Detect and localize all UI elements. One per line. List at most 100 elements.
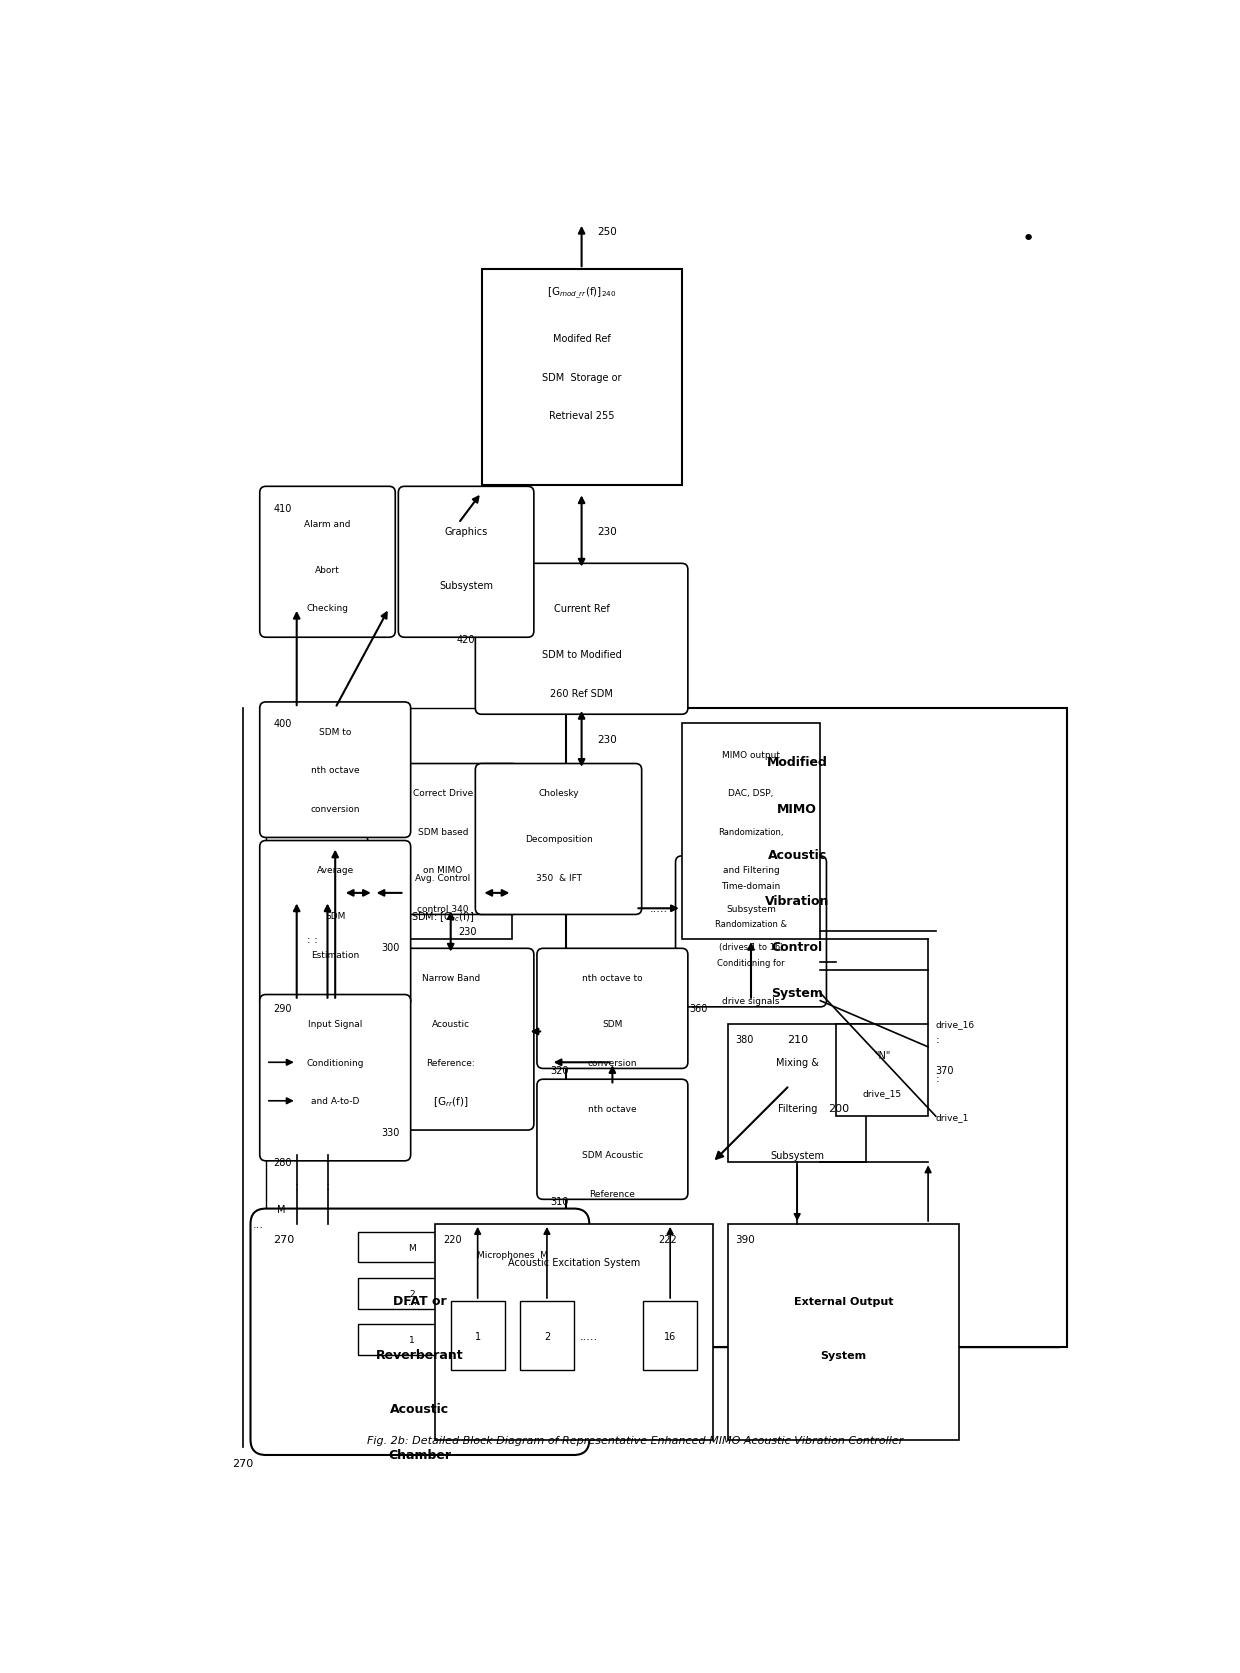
Bar — [435, 1225, 713, 1440]
Text: Microphones  M: Microphones M — [477, 1250, 548, 1260]
Text: Decomposition: Decomposition — [525, 835, 593, 843]
Text: nth octave: nth octave — [311, 766, 360, 775]
Text: Acoustic: Acoustic — [432, 1019, 470, 1029]
Text: M: M — [408, 1243, 417, 1251]
Text: M: M — [277, 1205, 285, 1215]
Bar — [373, 847, 512, 940]
Bar — [644, 1302, 697, 1370]
Text: and A-to-D: and A-to-D — [311, 1096, 360, 1106]
Text: 410: 410 — [274, 504, 291, 514]
Text: Mixing &: Mixing & — [776, 1057, 818, 1067]
Text: :: : — [936, 1072, 940, 1082]
Bar — [450, 1302, 505, 1370]
FancyBboxPatch shape — [475, 564, 688, 714]
Text: Control: Control — [771, 940, 823, 954]
FancyBboxPatch shape — [398, 487, 534, 637]
Text: •: • — [1022, 229, 1035, 249]
Text: MIMO: MIMO — [777, 801, 817, 815]
Bar — [481, 269, 682, 485]
Text: DFAT or: DFAT or — [393, 1295, 446, 1308]
Text: Conditioning for: Conditioning for — [717, 959, 785, 967]
Text: Acoustic Excitation System: Acoustic Excitation System — [507, 1258, 640, 1268]
FancyBboxPatch shape — [367, 949, 534, 1131]
Text: (drives 1 to 16): (drives 1 to 16) — [719, 942, 784, 952]
FancyBboxPatch shape — [475, 765, 641, 915]
Text: "N": "N" — [874, 1051, 890, 1061]
Text: 320: 320 — [551, 1066, 569, 1076]
Text: Time-domain: Time-domain — [722, 882, 781, 890]
Text: Reference: Reference — [589, 1190, 635, 1198]
Text: 380: 380 — [735, 1034, 754, 1044]
Text: 1: 1 — [475, 1330, 481, 1340]
Text: 230: 230 — [596, 527, 616, 537]
Text: SDM: SDM — [603, 1019, 622, 1029]
Text: 390: 390 — [735, 1235, 755, 1245]
Text: System: System — [821, 1350, 867, 1360]
Text: Narrow Band: Narrow Band — [422, 974, 480, 982]
Text: 230: 230 — [596, 734, 616, 744]
Text: MIMO output: MIMO output — [722, 750, 780, 760]
Text: SDM  Storage or: SDM Storage or — [542, 373, 621, 383]
Text: Correct Drive: Correct Drive — [413, 788, 474, 798]
Text: 2: 2 — [544, 1330, 551, 1340]
FancyBboxPatch shape — [537, 949, 688, 1069]
Text: .....: ..... — [650, 903, 667, 913]
Text: : :: : : — [306, 935, 317, 945]
Text: drive_16: drive_16 — [936, 1019, 975, 1029]
Bar — [520, 1302, 574, 1370]
Text: 400: 400 — [274, 719, 291, 729]
Text: SDM based: SDM based — [418, 826, 469, 836]
Text: [G$_{rr}$(f)]: [G$_{rr}$(f)] — [433, 1094, 469, 1108]
Text: SDM: [G$_{cc}$(f)]: SDM: [G$_{cc}$(f)] — [412, 910, 475, 923]
Text: Current Ref: Current Ref — [554, 604, 610, 614]
Text: Average: Average — [316, 865, 353, 875]
Text: Subsystem: Subsystem — [439, 581, 494, 591]
Text: 220: 220 — [443, 1235, 461, 1245]
Text: Randomization,: Randomization, — [718, 826, 784, 836]
Text: 260 Ref SDM: 260 Ref SDM — [551, 688, 613, 698]
FancyBboxPatch shape — [676, 857, 826, 1007]
Text: ...: ... — [253, 1220, 264, 1230]
FancyBboxPatch shape — [259, 995, 410, 1161]
Text: 230: 230 — [459, 927, 477, 937]
Text: :: : — [325, 1179, 330, 1193]
Text: System: System — [771, 987, 823, 1000]
Bar — [567, 709, 1066, 1347]
Text: Vibration: Vibration — [765, 895, 830, 907]
Text: drive_1: drive_1 — [936, 1113, 970, 1121]
Bar — [358, 1278, 466, 1308]
Text: 290: 290 — [274, 1004, 293, 1014]
Text: 200: 200 — [828, 1104, 849, 1114]
Bar — [836, 1024, 928, 1116]
Text: Cholesky: Cholesky — [538, 788, 579, 798]
Text: Avg. Control: Avg. Control — [415, 873, 471, 882]
Text: Reference:: Reference: — [427, 1057, 475, 1067]
Text: 222: 222 — [658, 1235, 677, 1245]
Text: 270: 270 — [274, 1235, 295, 1245]
Text: 300: 300 — [382, 942, 399, 952]
Text: Conditioning: Conditioning — [306, 1057, 365, 1067]
FancyBboxPatch shape — [367, 765, 518, 915]
Text: Chamber: Chamber — [388, 1449, 451, 1462]
Text: Acoustic: Acoustic — [391, 1402, 449, 1415]
Text: 420: 420 — [456, 634, 475, 644]
Text: SDM: SDM — [325, 912, 346, 920]
Text: Modifed Ref: Modifed Ref — [553, 335, 610, 345]
Text: .....: ..... — [404, 1297, 419, 1307]
Text: 16: 16 — [665, 1330, 676, 1340]
Text: control 340: control 340 — [417, 903, 469, 913]
Text: Filtering: Filtering — [777, 1104, 817, 1114]
Text: Modified: Modified — [766, 756, 827, 770]
Text: nth octave: nth octave — [588, 1104, 636, 1113]
Text: 270: 270 — [232, 1457, 253, 1467]
Text: [G$_{mod\_rr}$(f)]$_{240}$: [G$_{mod\_rr}$(f)]$_{240}$ — [547, 286, 616, 301]
Text: Checking: Checking — [306, 604, 348, 612]
Text: drive_15: drive_15 — [862, 1089, 901, 1097]
Text: SDM to Modified: SDM to Modified — [542, 649, 621, 659]
Text: 370: 370 — [936, 1066, 955, 1076]
Text: SDM Acoustic: SDM Acoustic — [582, 1151, 644, 1159]
Text: 280: 280 — [274, 1158, 293, 1168]
Text: Abort: Abort — [315, 565, 340, 574]
Bar — [358, 1325, 466, 1355]
Text: External Output: External Output — [794, 1297, 893, 1307]
